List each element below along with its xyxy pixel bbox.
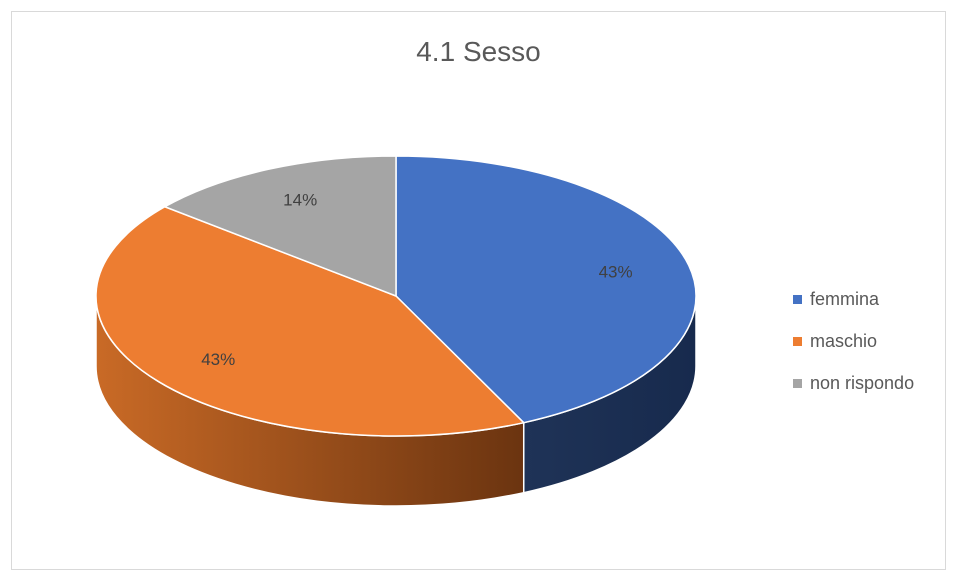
data-label-non-rispondo: 14% bbox=[283, 190, 317, 209]
pie-slice-femmina bbox=[395, 155, 697, 424]
legend-item-non-rispondo: non rispondo bbox=[793, 362, 914, 404]
chart-title: 4.1 Sesso bbox=[416, 36, 541, 67]
legend-label-femmina: femmina bbox=[810, 288, 880, 309]
legend-item-maschio: maschio bbox=[793, 320, 914, 362]
legend-label-non-rispondo: non rispondo bbox=[810, 372, 915, 393]
pie-slice-non-rispondo bbox=[163, 155, 397, 298]
legend-item-femmina: femmina bbox=[793, 278, 914, 320]
pie-slice-maschio bbox=[95, 205, 526, 437]
data-label-maschio: 43% bbox=[201, 350, 235, 369]
legend-swatch-maschio bbox=[793, 336, 802, 346]
legend: femmina maschio non rispondo bbox=[793, 278, 914, 404]
legend-label-maschio: maschio bbox=[810, 330, 878, 351]
data-label-femmina: 43% bbox=[599, 263, 633, 282]
legend-swatch-femmina bbox=[793, 294, 802, 304]
legend-swatch-non-rispondo bbox=[793, 378, 802, 388]
